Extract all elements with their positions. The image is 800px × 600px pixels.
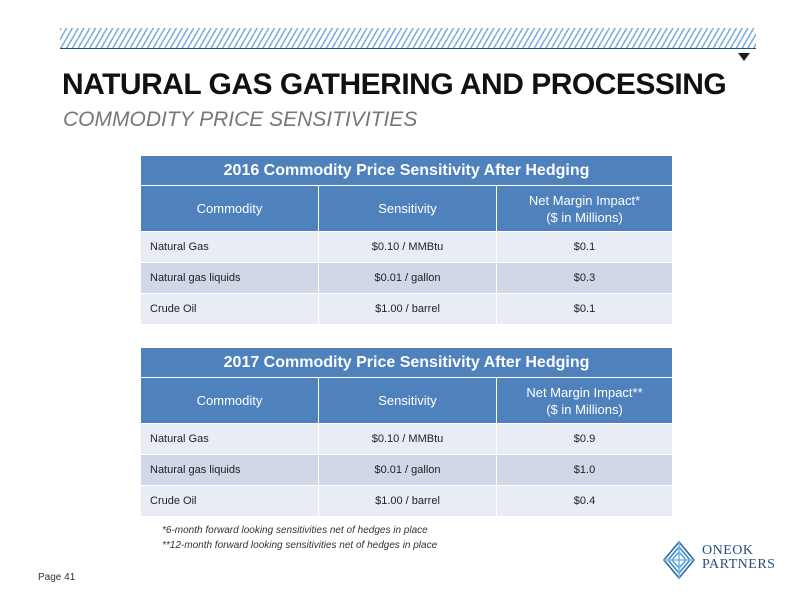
oneok-logo-icon [662,540,696,580]
impact-cell: $0.3 [495,262,674,294]
impact-cell: $1.0 [495,454,674,486]
table-row: Crude Oil $1.00 / barrel $0.4 [140,485,674,517]
sensitivity-cell: $1.00 / barrel [318,293,497,325]
header-line-2: ($ in Millions) [546,401,623,417]
impact-cell: $0.1 [495,293,674,325]
commodity-cell: Natural Gas [140,423,319,455]
triangle-down-icon [738,53,750,61]
table-caption: 2016 Commodity Price Sensitivity After H… [139,155,674,186]
commodity-cell: Natural gas liquids [140,262,319,294]
impact-cell: $0.9 [495,423,674,455]
sensitivity-table-2017: 2017 Commodity Price Sensitivity After H… [139,347,674,517]
page-number: Page 41 [38,572,76,583]
sensitivity-cell: $0.10 / MMBtu [318,423,497,455]
page-subtitle: COMMODITY PRICE SENSITIVITIES [63,108,418,131]
oneok-partners-logo: ONEOK PARTNERS [662,540,782,580]
commodity-cell: Natural Gas [140,231,319,263]
sensitivity-cell: $0.10 / MMBtu [318,231,497,263]
table-row: Natural Gas $0.10 / MMBtu $0.1 [140,231,674,263]
sensitivity-cell: $0.01 / gallon [318,454,497,486]
header-hatch-decoration [60,28,756,48]
sensitivity-cell: $1.00 / barrel [318,485,497,517]
impact-cell: $0.1 [495,231,674,263]
table-row: Natural gas liquids $0.01 / gallon $0.3 [140,262,674,294]
table-row: Natural gas liquids $0.01 / gallon $1.0 [140,454,674,486]
footnote-6-month: *6-month forward looking sensitivities n… [162,525,428,536]
commodity-cell: Natural gas liquids [140,454,319,486]
table-caption: 2017 Commodity Price Sensitivity After H… [139,347,674,378]
logo-wordmark: ONEOK PARTNERS [702,544,775,572]
column-header-sensitivity: Sensitivity [318,185,497,232]
header-line-2: ($ in Millions) [546,209,623,225]
column-header-sensitivity: Sensitivity [318,377,497,424]
column-header-net-margin: Net Margin Impact** ($ in Millions) [495,377,674,424]
table-row: Natural Gas $0.10 / MMBtu $0.9 [140,423,674,455]
sensitivity-table-2016: 2016 Commodity Price Sensitivity After H… [139,155,674,325]
footnote-12-month: **12-month forward looking sensitivities… [162,540,438,551]
column-header-net-margin: Net Margin Impact* ($ in Millions) [495,185,674,232]
impact-cell: $0.4 [495,485,674,517]
commodity-cell: Crude Oil [140,485,319,517]
logo-line-oneok: ONEOK [702,543,754,558]
header-line-1: Net Margin Impact* [528,192,641,208]
commodity-cell: Crude Oil [140,293,319,325]
header-line-1: Net Margin Impact** [526,384,643,400]
header-rule [60,48,756,49]
column-header-commodity: Commodity [140,185,319,232]
column-header-commodity: Commodity [140,377,319,424]
logo-line-partners: PARTNERS [702,557,776,572]
page-title: NATURAL GAS GATHERING AND PROCESSING [62,68,727,101]
sensitivity-cell: $0.01 / gallon [318,262,497,294]
table-row: Crude Oil $1.00 / barrel $0.1 [140,293,674,325]
